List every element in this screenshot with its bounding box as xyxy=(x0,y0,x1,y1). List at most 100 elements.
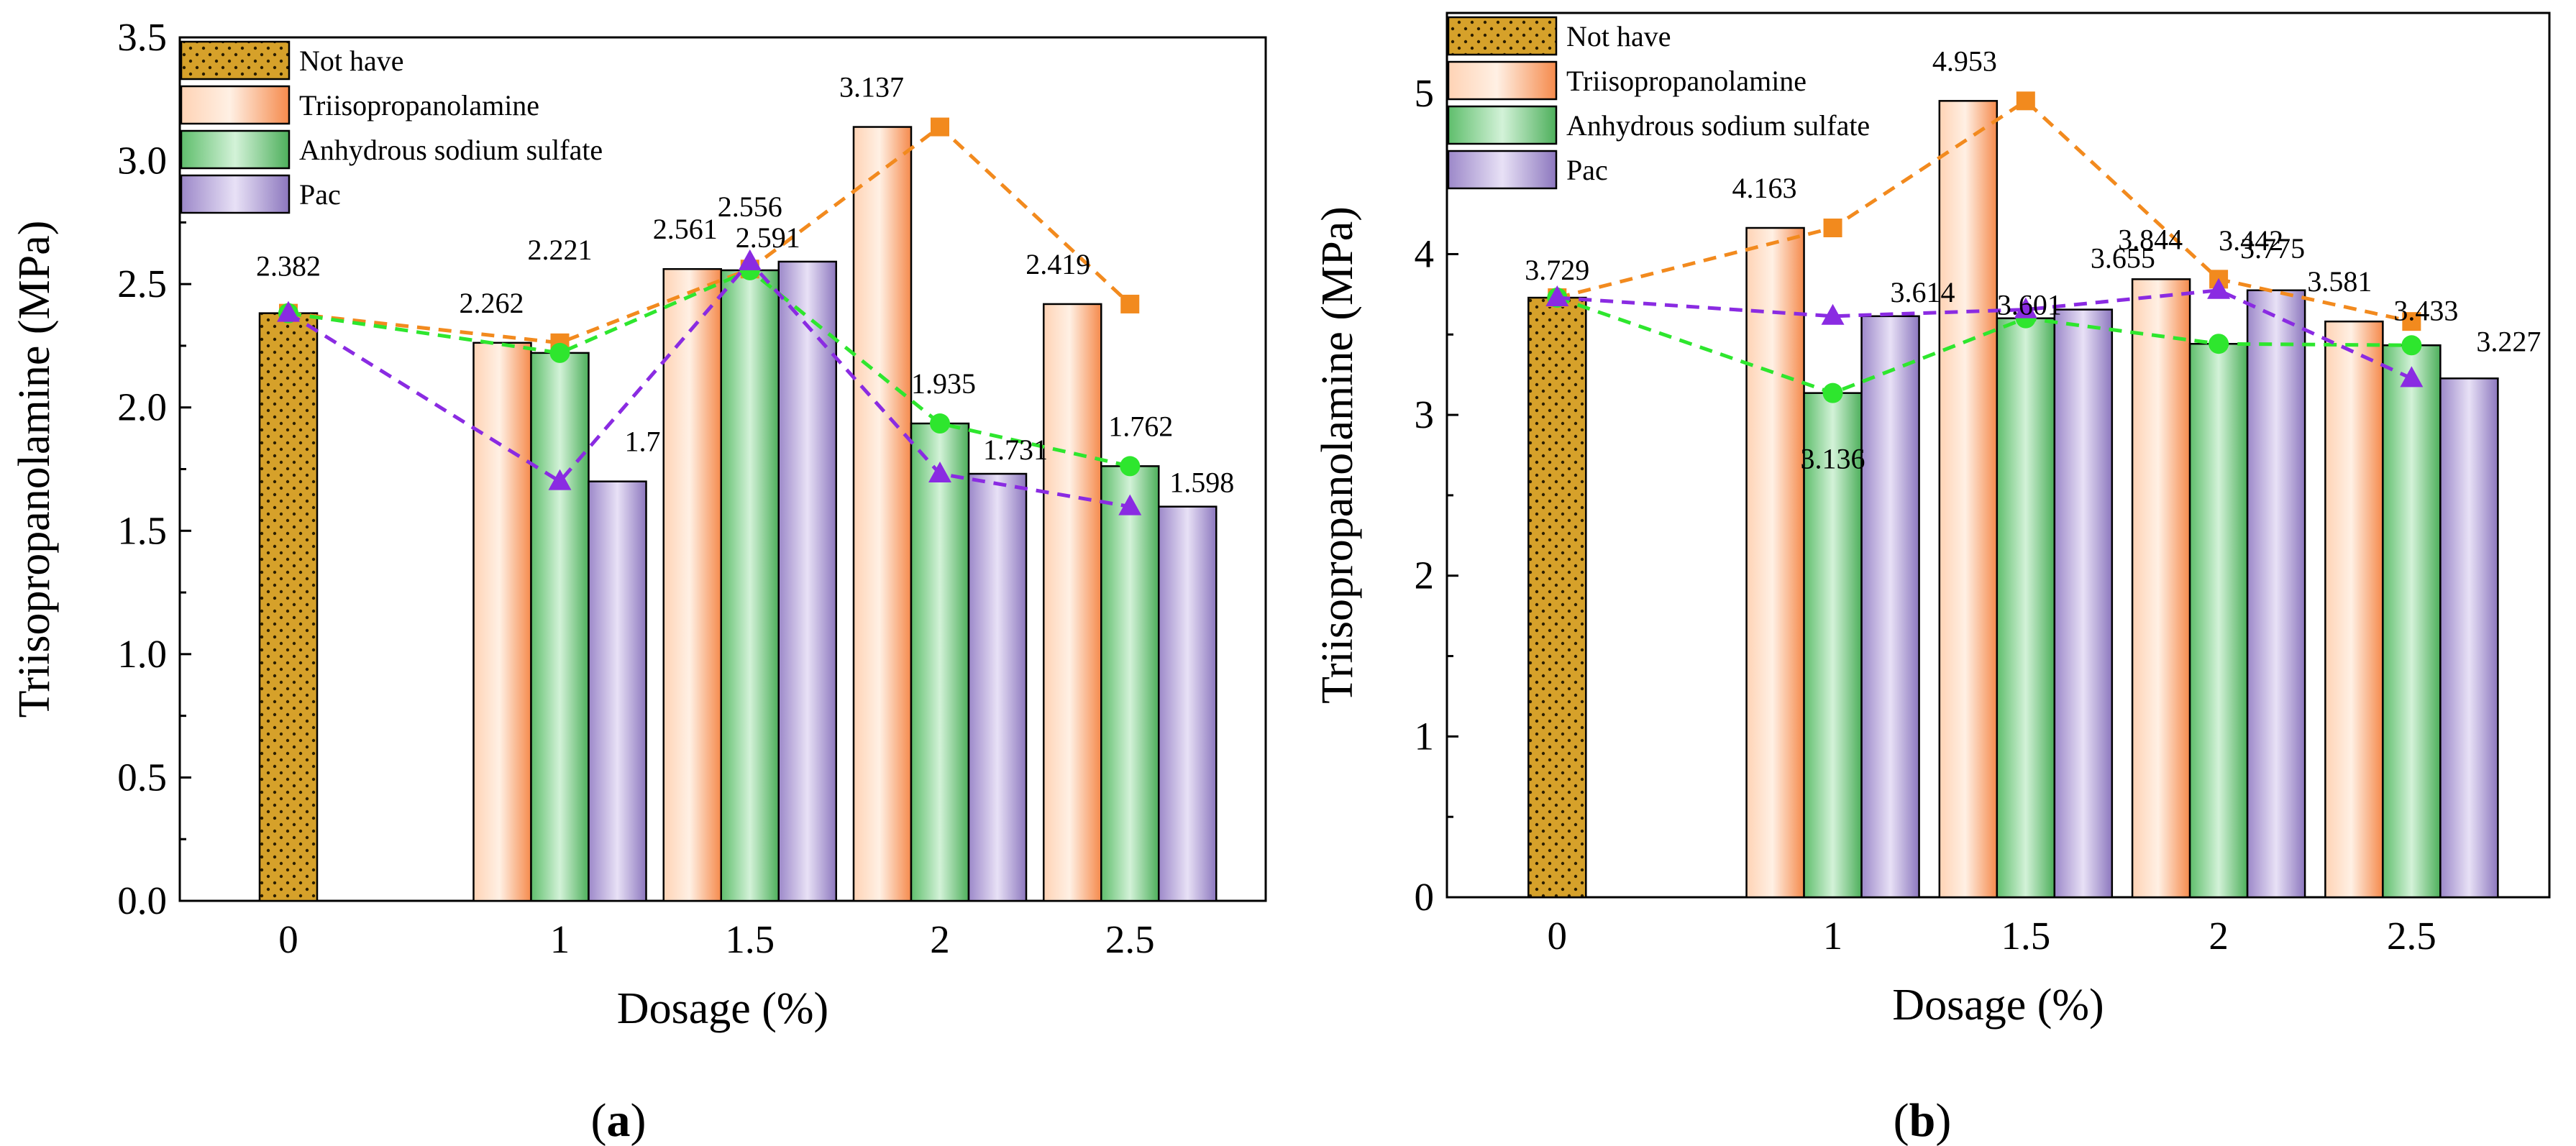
bar-series-3 xyxy=(1860,315,1920,899)
bar-series-2 xyxy=(910,422,970,902)
data-label-series-3: 3.775 xyxy=(2240,232,2305,265)
bar-series-1 xyxy=(1745,226,1805,899)
marker-triangle xyxy=(2400,366,2424,388)
legend-swatch xyxy=(180,129,291,170)
marker-circle xyxy=(2209,334,2229,354)
legend-label: Anhydrous sodium sulfate xyxy=(299,134,603,166)
data-label-series-2: 3.433 xyxy=(2393,294,2458,326)
trend-line-series-1 xyxy=(1556,98,2412,324)
legend-label: Pac xyxy=(299,178,341,211)
bar-series-1 xyxy=(662,267,722,902)
marker-triangle xyxy=(1821,303,1845,325)
data-label-series-1: 3.137 xyxy=(839,71,904,104)
x-tick-label: 1 xyxy=(550,917,570,961)
y-tick-label: 3.5 xyxy=(117,15,167,59)
bar-series-1 xyxy=(1938,100,1999,899)
data-label-series-3: 1.731 xyxy=(983,434,1048,466)
y-tick-label: 2.0 xyxy=(117,385,167,429)
y-tick-label: 5 xyxy=(1415,71,1435,115)
bar-series-3 xyxy=(777,260,837,902)
marker-triangle xyxy=(548,469,572,490)
legend-label: Not have xyxy=(299,45,404,77)
marker-triangle xyxy=(1118,494,1142,515)
x-tick-label: 1.5 xyxy=(725,917,775,961)
legend-swatch xyxy=(1447,150,1558,190)
bar-not-have xyxy=(258,312,319,902)
bar-series-3 xyxy=(967,472,1028,902)
x-tick-label: 2 xyxy=(930,917,950,961)
bar-series-2 xyxy=(530,352,590,902)
data-label-not-have: 2.382 xyxy=(256,250,321,283)
bar-series-1 xyxy=(472,341,532,902)
data-label-series-1: 4.163 xyxy=(1732,172,1797,204)
bar-series-3 xyxy=(588,480,647,902)
data-label-series-3: 1.598 xyxy=(1169,467,1234,499)
marker-square xyxy=(1823,219,1842,238)
marker-circle xyxy=(1120,456,1141,477)
bar-series-1 xyxy=(2324,320,2384,899)
marker-circle xyxy=(1822,382,1843,403)
panel-label: (b) xyxy=(1894,1094,1952,1146)
data-label-series-3: 3.227 xyxy=(2476,325,2541,357)
bar-series-3 xyxy=(2053,308,2114,899)
bar-series-1 xyxy=(1043,303,1102,902)
bar-series-3 xyxy=(2246,289,2306,899)
bar-series-1 xyxy=(2131,278,2191,899)
y-axis-title: Triisopropanolamine (MPa) xyxy=(10,221,59,718)
legend-swatch xyxy=(180,174,291,214)
marker-triangle xyxy=(2207,278,2231,299)
data-label-series-1: 2.262 xyxy=(460,287,524,319)
y-tick-label: 0.5 xyxy=(117,755,167,799)
data-label-series-3: 3.655 xyxy=(2091,242,2155,275)
marker-square xyxy=(1120,294,1140,313)
data-label-series-1: 3.581 xyxy=(2307,265,2372,298)
x-axis-title: Dosage (%) xyxy=(617,984,828,1033)
y-tick-label: 2 xyxy=(1415,554,1435,597)
legend-label: Anhydrous sodium sulfate xyxy=(1566,109,1870,142)
x-tick-label: 1.5 xyxy=(2001,914,2050,958)
data-label-not-have: 3.729 xyxy=(1525,254,1589,286)
legend-label: Not have xyxy=(1566,20,1671,52)
x-tick-label: 2.5 xyxy=(1105,917,1155,961)
y-axis-title: Triisopropanolamine (MPa) xyxy=(1313,206,1362,704)
y-tick-label: 1.5 xyxy=(117,508,167,552)
legend-swatch xyxy=(180,85,291,125)
marker-circle xyxy=(2401,335,2422,356)
data-label-series-1: 4.953 xyxy=(1932,45,1997,77)
legend-swatch xyxy=(1447,16,1558,56)
panel-label: (a) xyxy=(591,1094,647,1146)
marker-triangle xyxy=(277,301,300,322)
x-axis-title: Dosage (%) xyxy=(1892,981,2104,1030)
legend-swatch xyxy=(180,40,291,81)
legend-swatch xyxy=(1447,60,1558,101)
bar-series-3 xyxy=(2439,377,2499,899)
y-tick-label: 1 xyxy=(1415,714,1435,758)
marker-triangle xyxy=(2014,297,2037,318)
marker-triangle xyxy=(928,462,951,483)
data-label-series-2: 2.221 xyxy=(528,234,593,266)
data-label-series-2: 1.762 xyxy=(1108,410,1173,442)
bar-series-2 xyxy=(2188,342,2249,899)
data-label-series-1: 2.561 xyxy=(653,213,718,245)
data-label-series-3: 3.614 xyxy=(1891,276,1955,308)
bar-series-2 xyxy=(2382,344,2442,899)
trend-line-series-3 xyxy=(1557,288,2413,380)
marker-square xyxy=(2016,91,2035,111)
marker-square xyxy=(2402,312,2421,331)
y-tick-label: 0 xyxy=(1415,875,1435,919)
bar-not-have xyxy=(1527,296,1587,899)
y-tick-label: 4 xyxy=(1415,232,1435,275)
panel-b: 0 1 2 3 4 5 0 1 1.5 2 2.5 Dosage (%) Triisopropanola… xyxy=(1313,12,2551,1146)
bar-series-2 xyxy=(1803,392,1863,899)
legend-label: Triisopropanolamine xyxy=(1566,65,1807,97)
x-tick-label: 2.5 xyxy=(2387,914,2436,958)
y-tick-label: 3.0 xyxy=(117,139,167,183)
y-tick-label: 2.5 xyxy=(117,262,167,306)
y-tick-label: 1.0 xyxy=(117,632,167,676)
y-tick-label: 3 xyxy=(1415,393,1435,436)
marker-square xyxy=(931,117,949,137)
bar-series-3 xyxy=(1158,505,1218,902)
bar-series-2 xyxy=(1100,465,1160,902)
bar-series-2 xyxy=(720,269,780,902)
